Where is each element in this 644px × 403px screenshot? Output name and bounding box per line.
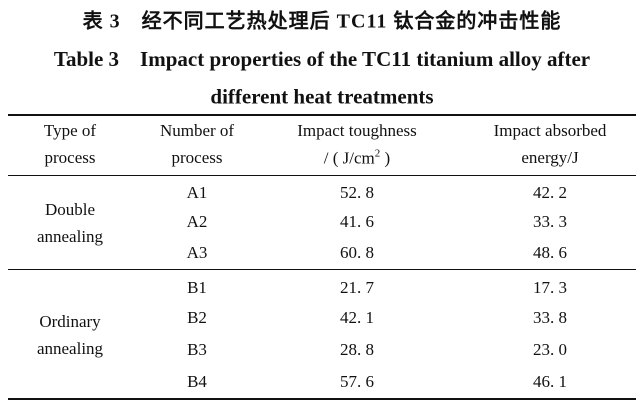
process-id: A2 [186, 212, 208, 231]
header-cell: process [171, 148, 223, 167]
value-cell: 46. 1 [533, 372, 567, 391]
group-label: annealing [36, 339, 104, 358]
value-cell: 42. 1 [340, 308, 374, 327]
value-cell: 42. 2 [533, 183, 567, 202]
group-rule [8, 269, 636, 270]
top-rule [8, 114, 636, 116]
header-cell: process [44, 148, 96, 167]
group-label: Double [44, 200, 96, 219]
header-unit-part: ) [380, 148, 391, 168]
group-label: Ordinary [39, 312, 101, 331]
header-cell: energy/J [521, 148, 579, 167]
value-cell: 52. 8 [340, 183, 374, 202]
value-cell: 28. 8 [340, 340, 374, 359]
header-unit-part: / ( J/cm [323, 148, 375, 168]
header-cell: Number of [159, 121, 235, 140]
value-cell: 60. 8 [340, 243, 374, 262]
value-cell: 33. 8 [533, 308, 567, 327]
value-cell: 21. 7 [340, 278, 374, 297]
value-cell: 17. 3 [533, 278, 567, 297]
bottom-rule [8, 398, 636, 400]
process-id: B1 [187, 278, 207, 297]
process-id: B4 [187, 372, 207, 391]
title-en: different heat treatments [210, 84, 434, 109]
process-id: A1 [186, 183, 208, 202]
process-id: B2 [187, 308, 207, 327]
header-cell: Impact toughness [297, 121, 417, 140]
title-en: Table 3 Impact properties of the TC11 ti… [53, 47, 591, 71]
value-cell: 48. 6 [533, 243, 567, 262]
header-unit-part: 2 [374, 147, 381, 160]
process-id: A3 [186, 243, 208, 262]
value-cell: 57. 6 [340, 372, 374, 391]
header-cell: Impact absorbed [493, 121, 607, 140]
title-cn: 表 3 经不同工艺热处理后 TC11 钛合金的冲击性能 [82, 10, 562, 33]
header-cell: Type of [43, 121, 97, 140]
group-label: annealing [36, 227, 104, 246]
header-unit: / ( J/cm2 ) [324, 148, 390, 169]
process-id: B3 [187, 340, 207, 359]
value-cell: 33. 3 [533, 212, 567, 231]
value-cell: 23. 0 [533, 340, 567, 359]
header-rule [8, 175, 636, 176]
value-cell: 41. 6 [340, 212, 374, 231]
